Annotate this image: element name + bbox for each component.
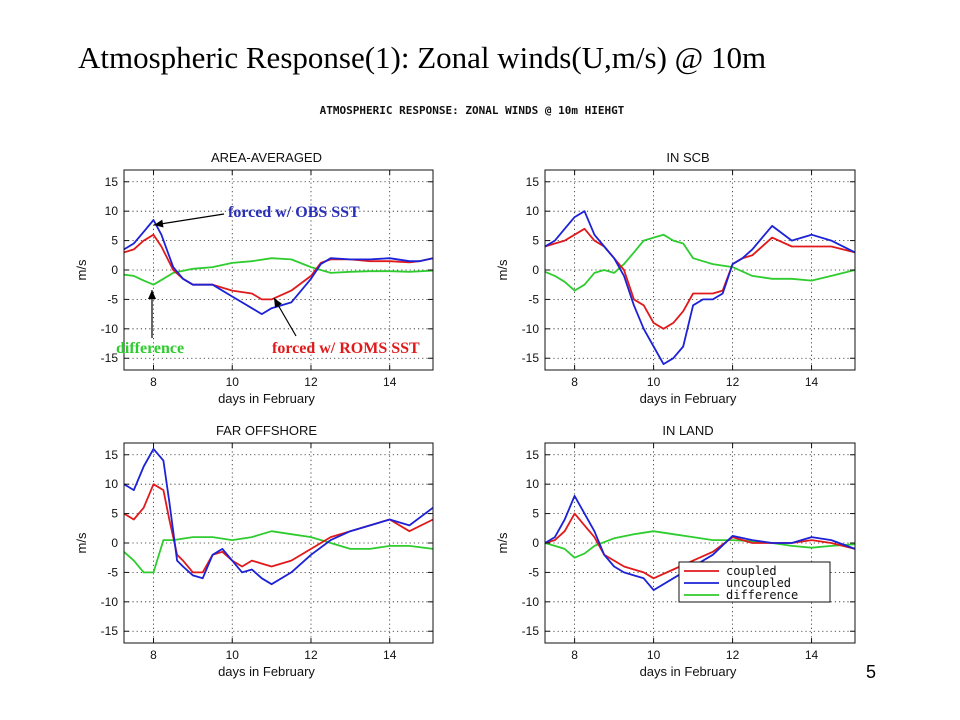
panel-title: AREA-AVERAGED bbox=[211, 150, 322, 165]
x-tick-label: 12 bbox=[726, 375, 740, 389]
panels-group: 15 10 5 0 -5 -10 -15 8 10 12 14 AREA-AVERAGED days i… bbox=[74, 150, 856, 679]
panel-in-land: 15 10 5 0 -5 -10 -15 8 10 12 14 IN LAND days in Febr… bbox=[495, 423, 856, 679]
annotations-group: forced w/ OBS SST forced w/ ROMS SST dif… bbox=[116, 204, 420, 357]
y-axis-label: m/s bbox=[495, 532, 510, 553]
panel-title: IN LAND bbox=[662, 423, 713, 438]
x-tick-label: 14 bbox=[805, 375, 819, 389]
series-line-coupled bbox=[544, 227, 856, 330]
page-number: 5 bbox=[866, 662, 877, 682]
y-tick-label: 0 bbox=[532, 263, 539, 277]
y-axis-label: m/s bbox=[74, 259, 89, 280]
legend-label-coupled: coupled bbox=[726, 564, 777, 578]
panel-in-scb: 15 10 5 0 -5 -10 -15 8 10 12 14 IN SCB days in Febru… bbox=[495, 150, 856, 406]
x-tick-label: 10 bbox=[647, 375, 661, 389]
series-line-difference bbox=[544, 530, 856, 559]
x-tick-label: 12 bbox=[304, 375, 318, 389]
y-tick-label: 10 bbox=[526, 204, 540, 218]
arrow-roms-sst bbox=[273, 297, 297, 337]
y-tick-label: 10 bbox=[105, 204, 119, 218]
y-tick-label: 5 bbox=[111, 507, 118, 521]
arrow-difference bbox=[148, 290, 156, 338]
y-tick-label: 5 bbox=[532, 507, 539, 521]
slide-title: Atmospheric Response(1): Zonal winds(U,m… bbox=[78, 40, 767, 75]
y-tick-label: 10 bbox=[526, 477, 540, 491]
x-tick-label: 8 bbox=[150, 375, 157, 389]
x-axis-label: days in February bbox=[218, 391, 315, 406]
series-line-difference bbox=[544, 233, 856, 292]
y-tick-label: 15 bbox=[526, 448, 540, 462]
figure-title: ATMOSPHERIC RESPONSE: ZONAL WINDS @ 10m … bbox=[320, 104, 625, 117]
y-tick-label: -10 bbox=[101, 322, 119, 336]
x-tick-label: 12 bbox=[304, 648, 318, 662]
y-axis-label: m/s bbox=[74, 532, 89, 553]
x-tick-label: 14 bbox=[805, 648, 819, 662]
plot-area bbox=[545, 170, 855, 370]
y-tick-label: -5 bbox=[107, 565, 118, 579]
panel-far-offshore: 15 10 5 0 -5 -10 -15 8 10 12 14 FAR OFFSHORE days in… bbox=[74, 423, 434, 679]
y-axis-label: m/s bbox=[495, 259, 510, 280]
y-tick-label: -15 bbox=[101, 624, 119, 638]
annotation-obs-sst: forced w/ OBS SST bbox=[228, 204, 360, 221]
y-tick-label: -10 bbox=[101, 595, 119, 609]
y-tick-label: -5 bbox=[528, 565, 539, 579]
x-tick-label: 8 bbox=[571, 375, 578, 389]
y-tick-label: -10 bbox=[522, 322, 540, 336]
legend-label-uncoupled: uncoupled bbox=[726, 576, 791, 590]
y-tick-label: 15 bbox=[526, 175, 540, 189]
panel-title: IN SCB bbox=[666, 150, 709, 165]
x-tick-label: 14 bbox=[383, 648, 397, 662]
y-tick-label: 15 bbox=[105, 448, 119, 462]
x-axis-label: days in February bbox=[640, 664, 737, 679]
y-tick-label: 10 bbox=[105, 477, 119, 491]
legend-label-difference: difference bbox=[726, 588, 798, 602]
y-tick-label: 0 bbox=[532, 536, 539, 550]
y-tick-label: -5 bbox=[107, 292, 118, 306]
x-tick-label: 14 bbox=[383, 375, 397, 389]
x-tick-label: 8 bbox=[150, 648, 157, 662]
series-line-coupled bbox=[123, 233, 434, 301]
x-tick-label: 12 bbox=[726, 648, 740, 662]
panel-title: FAR OFFSHORE bbox=[216, 423, 317, 438]
y-tick-label: 5 bbox=[111, 234, 118, 248]
y-tick-label: 0 bbox=[111, 536, 118, 550]
series-line-uncoupled bbox=[123, 219, 434, 316]
arrow-obs-sst bbox=[153, 213, 225, 228]
y-tick-label: -5 bbox=[528, 292, 539, 306]
series-line-uncoupled bbox=[544, 210, 856, 366]
series-line-difference bbox=[123, 530, 434, 574]
y-tick-label: 15 bbox=[105, 175, 119, 189]
x-tick-label: 10 bbox=[226, 375, 240, 389]
x-tick-label: 10 bbox=[647, 648, 661, 662]
x-axis-label: days in February bbox=[640, 391, 737, 406]
series-line-uncoupled bbox=[544, 494, 856, 591]
annotation-difference: difference bbox=[116, 340, 184, 357]
y-tick-label: -10 bbox=[522, 595, 540, 609]
annotation-roms-sst: forced w/ ROMS SST bbox=[272, 340, 420, 357]
y-tick-label: -15 bbox=[101, 351, 119, 365]
x-axis-label: days in February bbox=[218, 664, 315, 679]
y-tick-label: -15 bbox=[522, 351, 540, 365]
y-tick-label: 5 bbox=[532, 234, 539, 248]
panel-area-averaged: 15 10 5 0 -5 -10 -15 8 10 12 14 AREA-AVERAGED days i… bbox=[74, 150, 434, 406]
x-tick-label: 10 bbox=[226, 648, 240, 662]
series-line-difference bbox=[123, 257, 434, 286]
x-tick-label: 8 bbox=[571, 648, 578, 662]
y-tick-label: -15 bbox=[522, 624, 540, 638]
y-tick-label: 0 bbox=[111, 263, 118, 277]
series-line-uncoupled bbox=[123, 447, 434, 586]
